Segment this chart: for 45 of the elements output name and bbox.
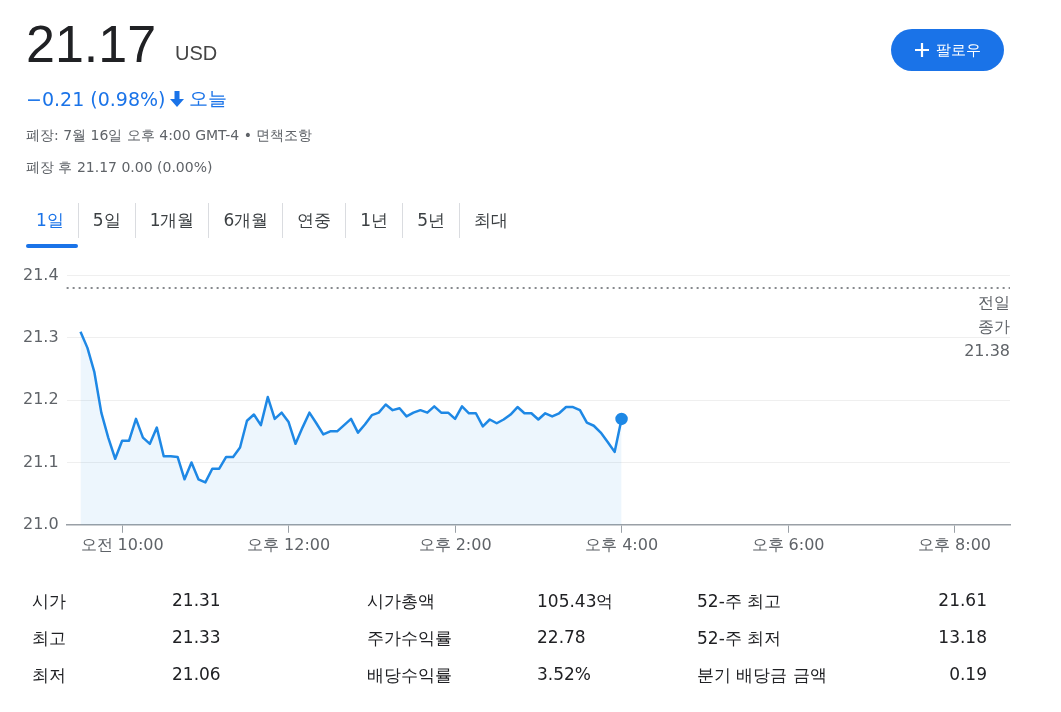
text: 52-주 최고 xyxy=(697,590,783,613)
x-tick-label: 오후 6:00 xyxy=(751,534,825,554)
text: 팔로우 xyxy=(936,40,981,60)
text: 최대 xyxy=(458,203,522,238)
text: 5년 xyxy=(402,203,459,238)
y-tick-label: 21.1 xyxy=(23,451,59,471)
x-tick-label: 오후 4:00 xyxy=(585,534,659,554)
y-tick-label: 21.0 xyxy=(23,513,59,533)
text: 최저 xyxy=(32,664,67,687)
y-tick-label: 21.2 xyxy=(23,389,59,409)
text: 3.52% xyxy=(537,664,592,686)
text: 6개월 xyxy=(208,203,283,238)
text: 22.78 xyxy=(537,627,587,649)
x-tick-label: 오후 12:00 xyxy=(246,534,331,554)
text: 시가 xyxy=(32,590,67,613)
x-tick-label: 오후 8:00 xyxy=(918,534,992,554)
text: 1개월 xyxy=(134,203,209,238)
y-tick-label: 21.3 xyxy=(23,327,59,347)
text: 5일 xyxy=(77,203,135,238)
ref-line-label: 전일 종가 21.38 xyxy=(964,293,1010,361)
text: 시가총액 xyxy=(367,590,436,613)
text: 최고 xyxy=(32,627,67,650)
text: 1년 xyxy=(345,203,403,238)
text: 21.31 xyxy=(172,590,222,612)
x-tick-label: 오후 2:00 xyxy=(418,534,492,554)
text: 13.18 xyxy=(937,627,987,649)
text: 주가수익률 xyxy=(367,627,453,650)
chart-subtitle: USD xyxy=(175,42,218,65)
text: −0.21 (0.98%) xyxy=(26,88,166,110)
text: 21.61 xyxy=(937,590,987,612)
text: 연중 xyxy=(282,203,346,238)
text: 배당수익률 xyxy=(367,664,453,687)
text: 폐장: 7월 16일 오후 4:00 GMT-4 • 면책조항 xyxy=(26,127,313,145)
text: 52-주 최저 xyxy=(697,627,783,650)
text: 폐장 후 21.17 0.00 (0.00%) xyxy=(26,159,213,177)
text: 오늘 xyxy=(189,86,228,111)
text: 분기 배당금 금액 xyxy=(697,664,828,687)
text: 105.43억 xyxy=(537,590,615,613)
text: 0.19 xyxy=(948,664,987,686)
y-tick-label: 21.4 xyxy=(23,264,59,284)
text: 21.06 xyxy=(172,664,222,686)
text: 1일 xyxy=(26,203,78,238)
chart-title: 21.17 xyxy=(26,14,157,74)
text: 21.33 xyxy=(172,627,222,649)
x-tick-label: 오전 10:00 xyxy=(80,534,164,554)
